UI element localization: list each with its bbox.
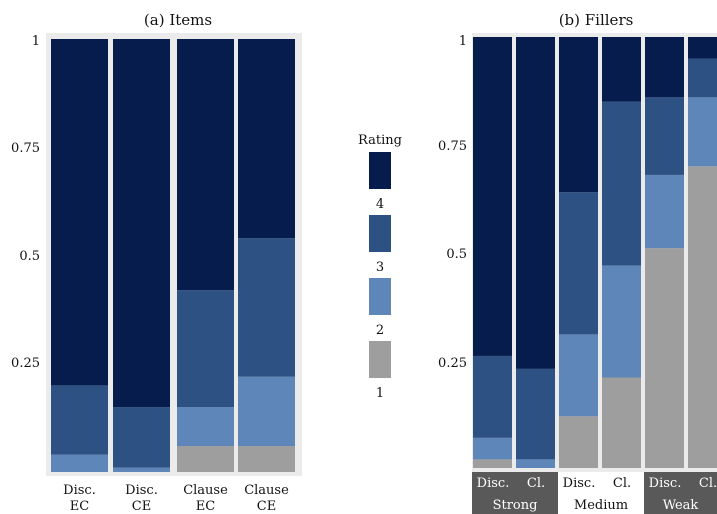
bar-segment-rating-2 bbox=[516, 459, 555, 468]
panel-fillers-x-labels: Disc. Cl. Disc. Cl. Disc. Cl. bbox=[477, 476, 717, 491]
legend-label-1: 1 bbox=[376, 386, 384, 401]
panel-items-x-labels: Disc. EC Disc. CE Clause EC Clause CE bbox=[63, 483, 289, 514]
bar-segment-rating-2 bbox=[688, 97, 717, 167]
panel-items-y-ticks: 0.25 0.5 0.75 1 bbox=[11, 34, 40, 371]
legend-swatch-1 bbox=[369, 341, 391, 378]
y-tick-label: 0.5 bbox=[446, 247, 467, 262]
legend-swatch-3 bbox=[369, 215, 391, 252]
bar-segment-rating-3 bbox=[645, 97, 684, 175]
bar-segment-rating-4 bbox=[602, 37, 641, 102]
bar-segment-rating-3 bbox=[559, 192, 598, 335]
bar-segment-rating-2 bbox=[602, 265, 641, 378]
panel-items-title: (a) Items bbox=[144, 11, 212, 29]
y-tick-label: 0.75 bbox=[11, 141, 40, 156]
bar-segment-rating-3 bbox=[177, 290, 234, 408]
bar-segment-rating-4 bbox=[559, 37, 598, 193]
bar-segment-rating-3 bbox=[688, 58, 717, 98]
y-tick-label: 0.25 bbox=[438, 356, 467, 371]
bar-segment-rating-1 bbox=[473, 459, 512, 468]
y-tick-label: 0.25 bbox=[11, 356, 40, 371]
x-tick-label: Disc. bbox=[477, 476, 510, 491]
bar-segment-rating-4 bbox=[645, 37, 684, 98]
bar-segment-rating-2 bbox=[559, 334, 598, 417]
x-tick-label: Cl. bbox=[527, 476, 545, 491]
bar-segment-rating-4 bbox=[238, 39, 295, 239]
bar-segment-rating-3 bbox=[51, 385, 108, 455]
group-label-weak: Weak bbox=[663, 498, 699, 513]
bar-segment-rating-4 bbox=[113, 39, 170, 408]
bar-segment-rating-3 bbox=[113, 407, 170, 468]
bar-segment-rating-4 bbox=[516, 37, 555, 369]
bar-segment-rating-1 bbox=[559, 416, 598, 468]
bar-segment-rating-4 bbox=[473, 37, 512, 356]
group-strip-medium bbox=[558, 472, 644, 514]
x-tick-label: Cl. bbox=[699, 476, 717, 491]
legend-label-4: 4 bbox=[376, 197, 384, 212]
x-tick-label: Disc. CE bbox=[125, 483, 158, 514]
bar-segment-rating-1 bbox=[688, 166, 717, 469]
panel-fillers: (b) Fillers 0.25 0.5 0.75 1 Strong Medium… bbox=[438, 11, 717, 514]
panel-items: (a) Items 0.25 0.5 0.75 1 Disc. EC Disc. CE… bbox=[11, 11, 302, 514]
x-tick-label: Disc. bbox=[563, 476, 596, 491]
x-tick-label: Disc. bbox=[649, 476, 682, 491]
legend-label-3: 3 bbox=[376, 260, 384, 275]
bar-segment-rating-3 bbox=[516, 368, 555, 460]
panel-items-bars bbox=[51, 39, 295, 472]
bar-segment-rating-1 bbox=[238, 446, 295, 472]
y-tick-label: 0.5 bbox=[19, 249, 40, 264]
x-tick-label: Cl. bbox=[613, 476, 631, 491]
legend-swatch-2 bbox=[369, 278, 391, 315]
y-tick-label: 1 bbox=[459, 34, 467, 49]
panel-fillers-title: (b) Fillers bbox=[559, 11, 634, 29]
x-tick-label: Clause CE bbox=[244, 483, 289, 514]
bar-segment-rating-3 bbox=[602, 101, 641, 266]
legend: Rating 4 3 2 1 bbox=[358, 133, 402, 401]
bar-segment-rating-3 bbox=[238, 238, 295, 377]
bar-segment-rating-4 bbox=[688, 37, 717, 59]
bar-segment-rating-2 bbox=[473, 437, 512, 460]
legend-title: Rating bbox=[358, 133, 402, 148]
x-tick-label: Disc. EC bbox=[63, 483, 96, 514]
x-tick-label: Clause EC bbox=[183, 483, 228, 514]
group-strip-weak bbox=[644, 472, 717, 514]
bar-segment-rating-1 bbox=[645, 248, 684, 468]
bar-segment-rating-1 bbox=[602, 377, 641, 468]
bar-segment-rating-4 bbox=[51, 39, 108, 386]
panel-fillers-bars bbox=[473, 37, 717, 469]
bar-segment-rating-2 bbox=[645, 174, 684, 249]
panel-fillers-y-ticks: 0.25 0.5 0.75 1 bbox=[438, 34, 467, 371]
group-strip-strong bbox=[472, 472, 558, 514]
bar-segment-rating-1 bbox=[177, 446, 234, 472]
bar-segment-rating-2 bbox=[51, 454, 108, 472]
panel-fillers-group-strips: Strong Medium Weak bbox=[472, 472, 717, 514]
y-tick-label: 1 bbox=[32, 34, 40, 49]
bar-segment-rating-2 bbox=[177, 407, 234, 447]
group-label-strong: Strong bbox=[493, 498, 538, 513]
bar-segment-rating-3 bbox=[473, 355, 512, 438]
group-label-medium: Medium bbox=[574, 498, 628, 513]
y-tick-label: 0.75 bbox=[438, 139, 467, 154]
legend-label-2: 2 bbox=[376, 323, 384, 338]
legend-swatch-4 bbox=[369, 152, 391, 189]
bar-segment-rating-2 bbox=[113, 467, 170, 472]
bar-segment-rating-2 bbox=[238, 376, 295, 447]
bar-segment-rating-4 bbox=[177, 39, 234, 291]
